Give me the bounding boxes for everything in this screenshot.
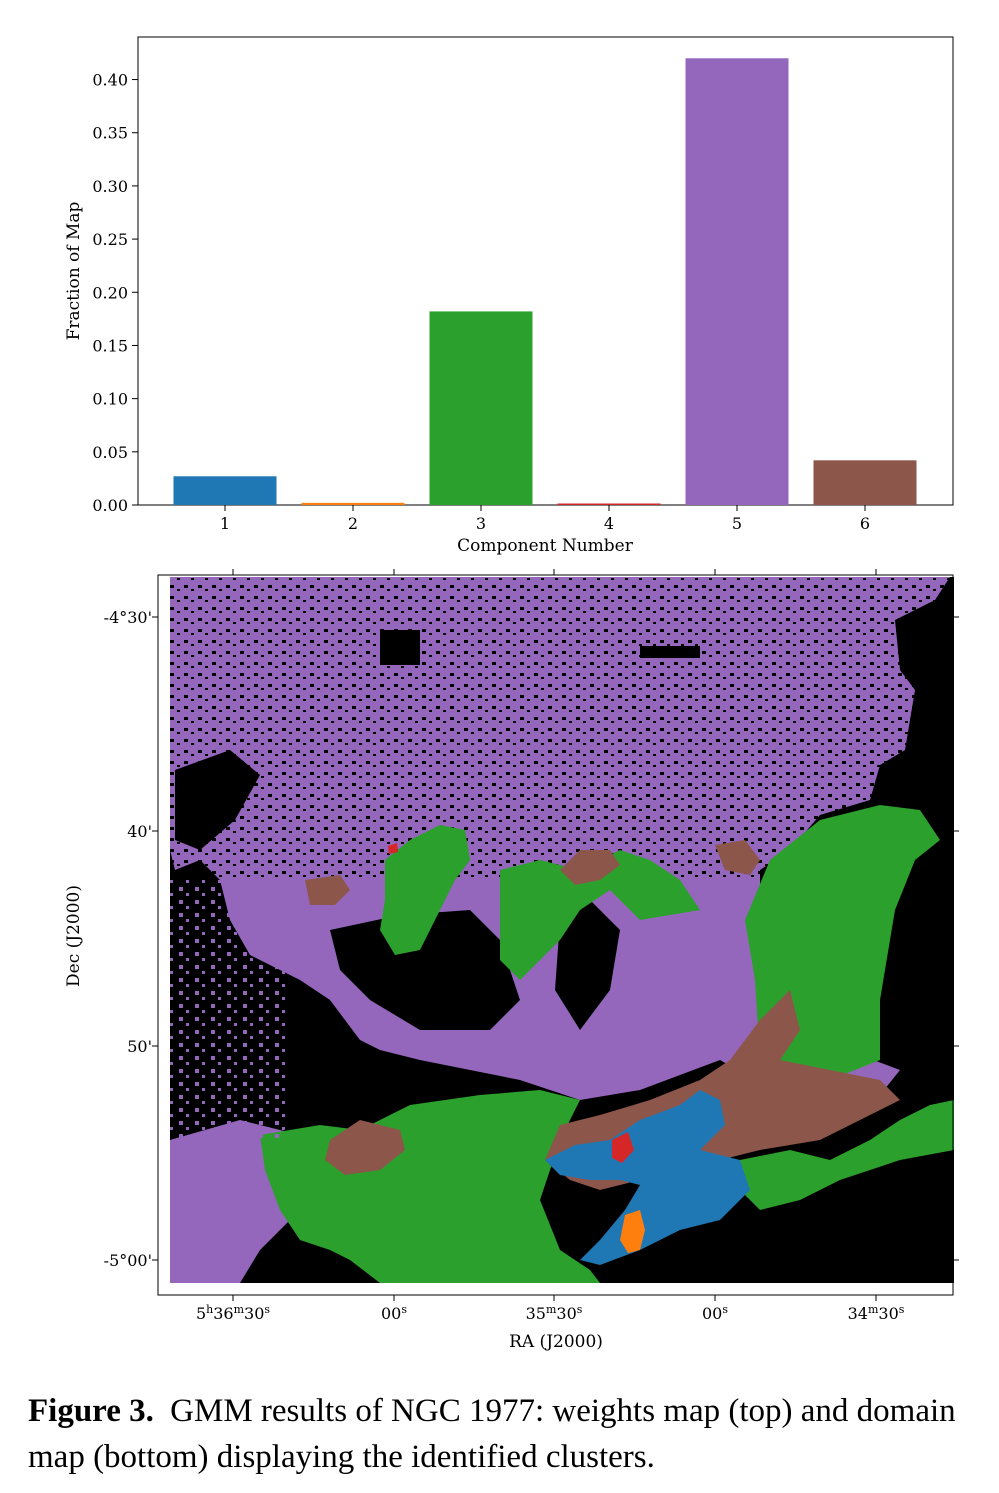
map-x-tick-label: 5h​36m​30s​ [196,1303,270,1323]
bar-y-tick-label: 0.20 [92,283,128,302]
domain-map-image [170,577,954,1283]
map-x-axis-label: RA (J2000) [509,1332,603,1352]
figure-label: Figure 3. [28,1393,154,1429]
bar-component-4 [557,503,661,505]
bar-x-tick-label: 1 [220,514,230,533]
map-y-tick-label: -4°30' [104,608,152,627]
bar-x-tick-label: 6 [860,514,870,533]
map-y-axis: -4°30' 40' 50' -5°00' [104,608,959,1270]
cluster-6-region-5 [715,840,760,875]
bar-y-axis-label: Fraction of Map [64,201,84,340]
bar-plot-frame [137,36,954,506]
cluster-6-region-2 [325,1120,405,1175]
cluster-6-region-4 [305,875,350,905]
map-y-axis-label: Dec (J2000) [64,885,84,987]
map-x-tick-label: 00s​ [702,1303,728,1323]
map-y-tick-label: -5°00' [104,1251,152,1270]
map-gap-region-3 [555,900,620,1030]
bar-x-tick-label: 4 [604,514,614,533]
map-gap-strip [640,646,700,658]
bar-x-axis-label: Component Number [457,536,634,556]
domain-map-chart: -4°30' 40' 50' -5°00' 5h​36m​30s​ 00s​ 35m​30… [64,569,959,1352]
bar-component-3 [429,311,533,505]
map-gap-region [330,910,520,1030]
cluster-1-region [545,1090,750,1265]
cluster-4-region [612,1132,634,1163]
weights-bar-chart: 0.00 0.05 0.10 0.15 0.20 0.25 0.30 0.35 0.40 1 2 3… [64,36,954,556]
map-x-tick-label: 34m​30s​ [848,1303,905,1323]
bars-group [173,58,917,505]
bar-y-tick-label: 0.25 [92,230,128,249]
cluster-2-region [620,1210,645,1253]
cluster-3-region-3 [500,850,700,980]
bar-x-tick-label: 2 [348,514,358,533]
figure-caption: Figure 3. GMM results of NGC 1977: weigh… [28,1388,988,1480]
map-x-axis: 5h​36m​30s​ 00s​ 35m​30s​ 00s​ 34m​30s​ [196,569,905,1323]
caption-text: GMM results of NGC 1977: weights map (to… [28,1393,956,1475]
bar-y-tick-label: 0.30 [92,177,128,196]
map-gap-strip-2 [380,630,420,665]
map-x-tick-label: 35m​30s​ [526,1303,583,1323]
bar-y-tick-label: 0.35 [92,124,128,143]
bar-y-tick-label: 0.40 [92,71,128,90]
cluster-4-speck [388,843,398,854]
bar-y-tick-label: 0.10 [92,390,128,409]
bar-component-6 [813,460,917,505]
map-frame [157,574,954,1296]
map-x-tick-label: 00s​ [381,1303,407,1323]
map-y-tick-label: 40' [127,822,152,841]
bar-y-tick-label: 0.00 [92,496,128,515]
cluster-3-region-2 [380,825,470,955]
bar-x-axis: 1 2 3 4 5 6 [220,505,870,533]
bar-component-1 [173,476,277,505]
map-gap-region-2 [175,750,260,850]
bar-component-2 [301,502,405,505]
bar-y-tick-label: 0.15 [92,336,128,355]
cluster-3-region-5 [740,1100,954,1210]
bar-y-tick-label: 0.05 [92,443,128,462]
cluster-6-region-3 [560,850,620,885]
bar-component-5 [685,58,789,505]
bar-x-tick-label: 5 [732,514,742,533]
map-y-tick-label: 50' [127,1037,152,1056]
bar-x-tick-label: 3 [476,514,486,533]
bar-y-axis: 0.00 0.05 0.10 0.15 0.20 0.25 0.30 0.35 0.40 [92,71,138,515]
